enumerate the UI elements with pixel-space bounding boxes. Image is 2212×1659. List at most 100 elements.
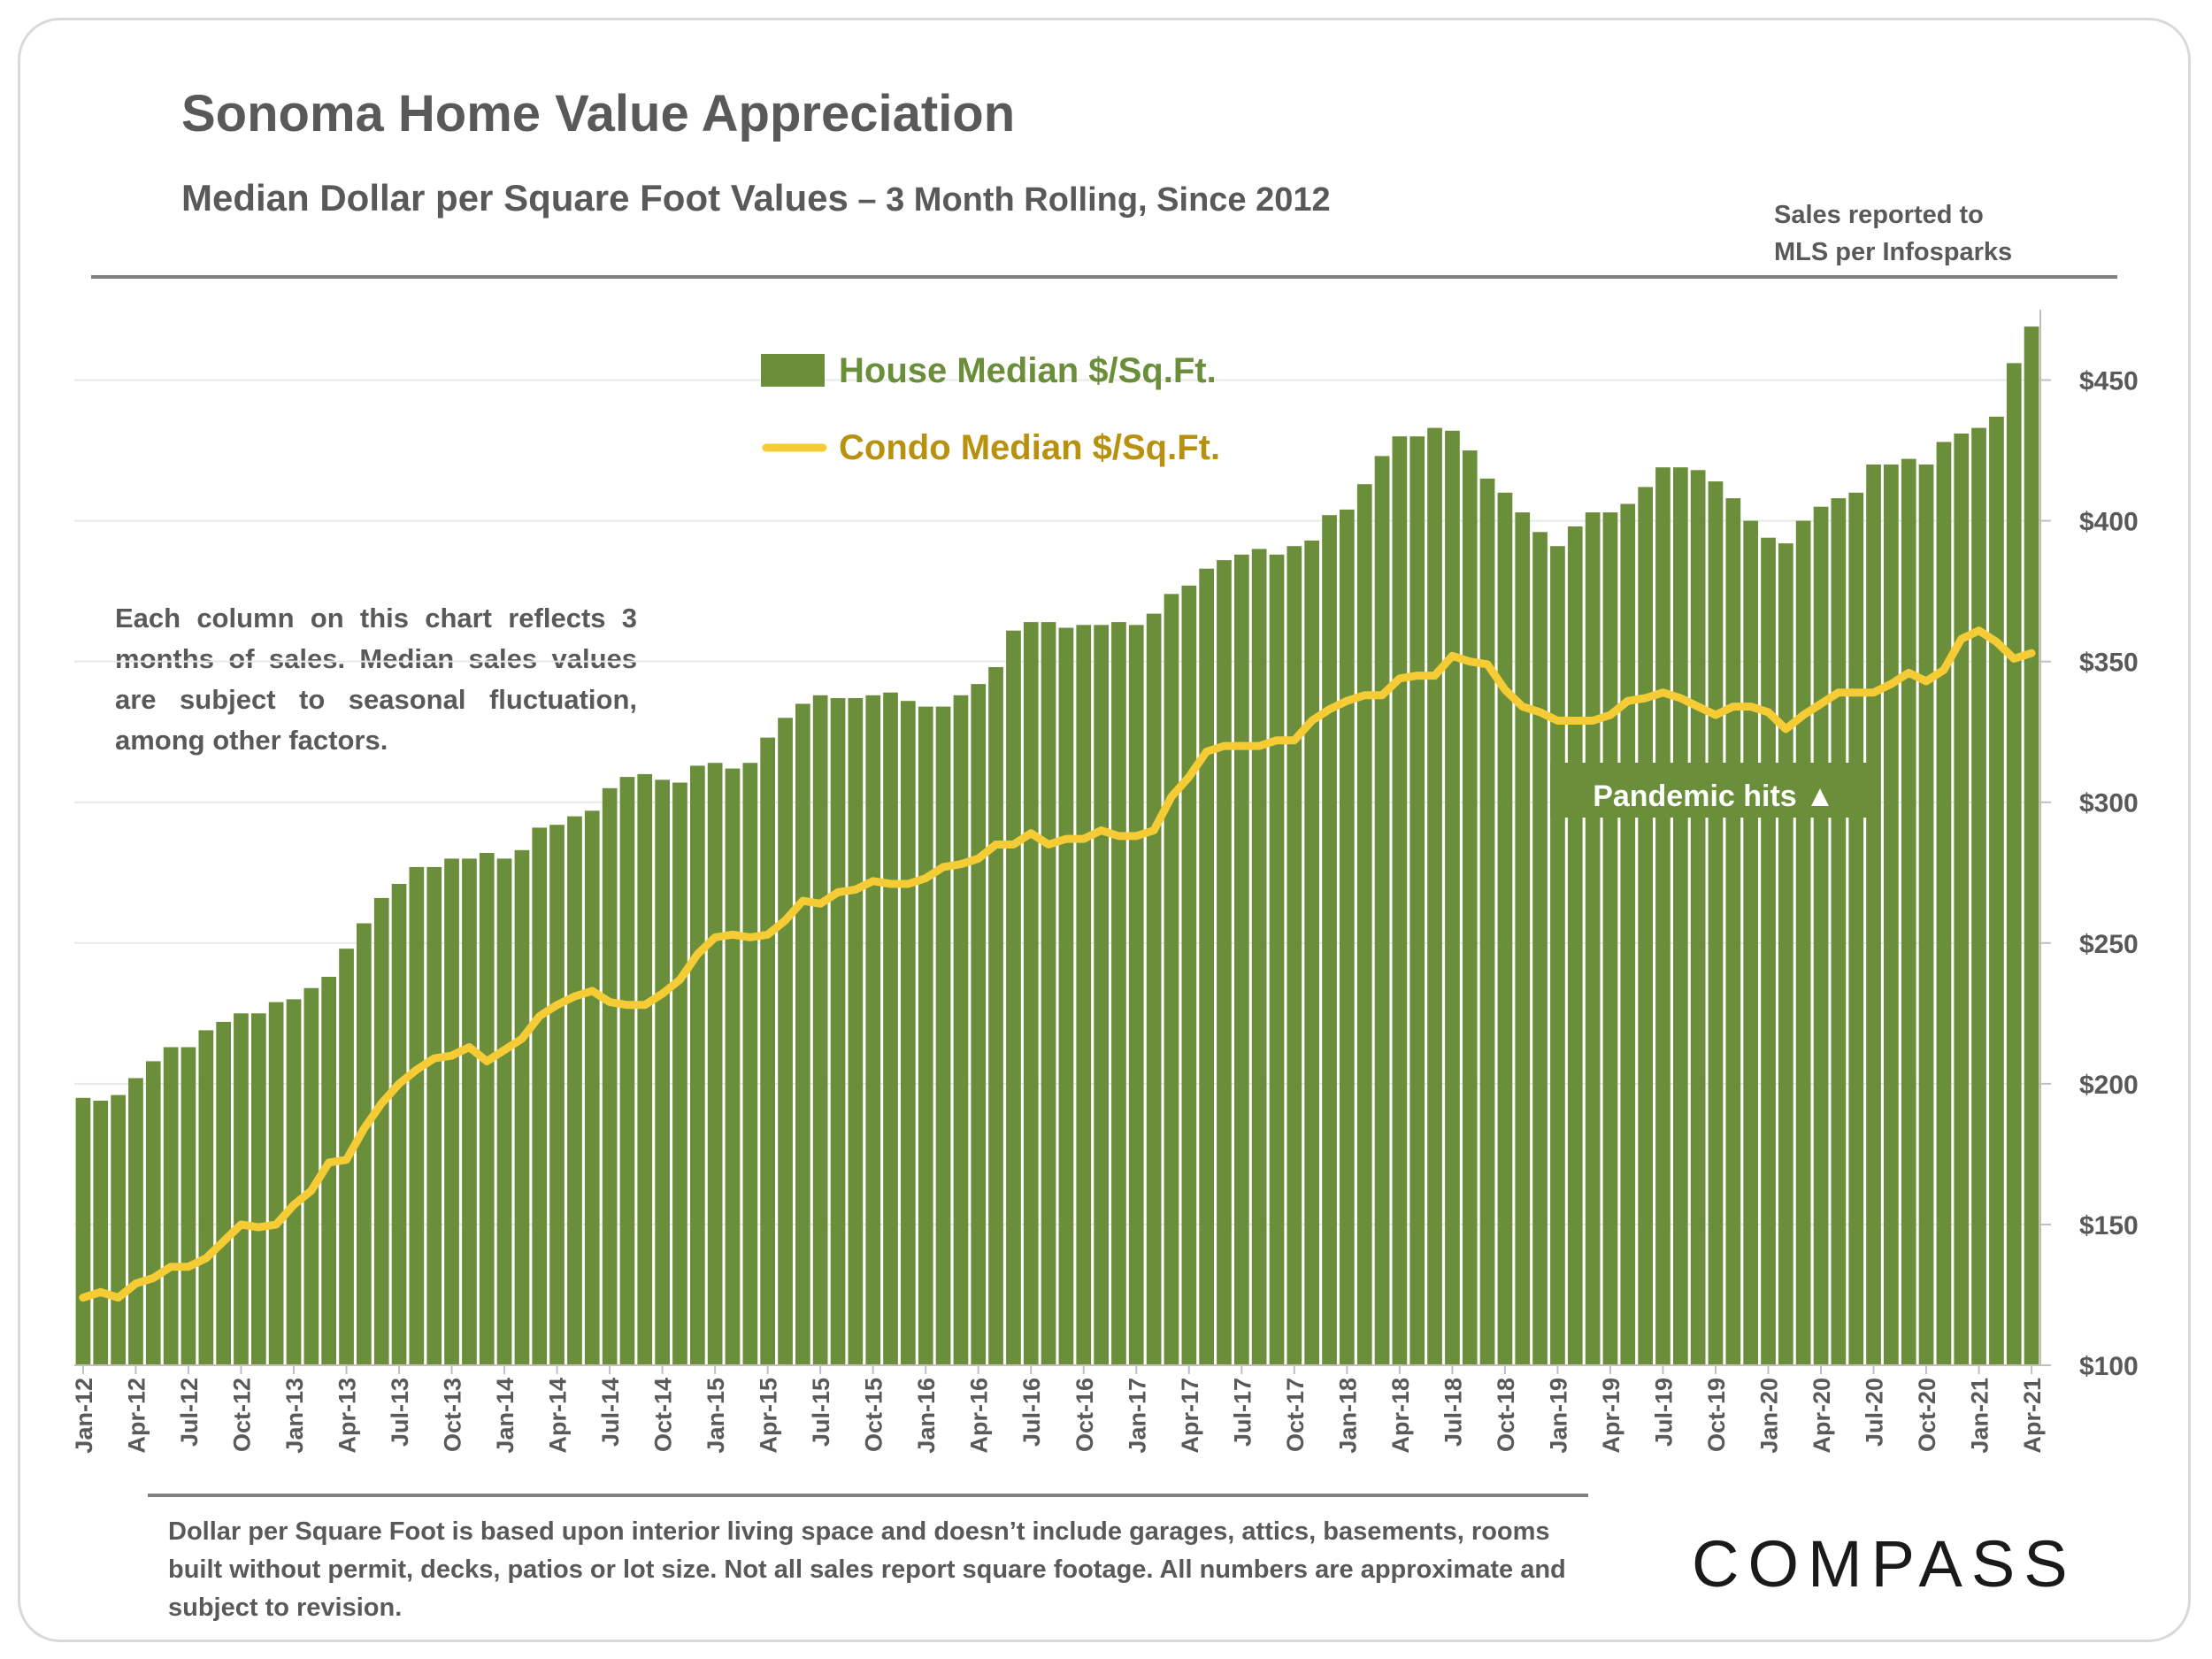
- house-bar: [1954, 434, 1970, 1365]
- annotation-background: [1550, 763, 1878, 818]
- house-bar: [234, 1013, 249, 1365]
- house-bar: [1602, 512, 1618, 1365]
- house-bar: [1340, 509, 1355, 1365]
- house-bar: [602, 787, 618, 1365]
- house-bar: [1532, 532, 1548, 1365]
- house-bar: [462, 858, 477, 1365]
- house-bar: [725, 768, 741, 1365]
- x-tick-label: Oct-18: [1493, 1378, 1519, 1452]
- house-bar: [1708, 481, 1724, 1365]
- y-tick-label: $200: [2079, 1071, 2139, 1100]
- house-bar: [321, 977, 336, 1365]
- legend-house-label: House Median $/Sq.Ft.: [839, 351, 1217, 390]
- x-tick-label: Jan-12: [71, 1378, 97, 1454]
- house-bar: [1374, 456, 1390, 1365]
- house-bar: [690, 765, 705, 1365]
- y-tick-label: $100: [2079, 1352, 2139, 1381]
- house-bar: [1690, 470, 1706, 1365]
- house-bar: [953, 695, 969, 1365]
- x-tick-label: Jan-20: [1755, 1378, 1782, 1454]
- x-tick-label: Jan-14: [492, 1378, 518, 1454]
- pandemic-annotation: Pandemic hits ▲: [1550, 763, 1878, 818]
- house-bar: [918, 706, 933, 1365]
- house-bar: [760, 737, 775, 1365]
- house-bar: [391, 884, 407, 1365]
- house-bar: [1971, 427, 1986, 1366]
- house-bar: [163, 1047, 179, 1365]
- x-tick-label: Jul-14: [597, 1378, 624, 1447]
- house-bar: [145, 1061, 161, 1365]
- house-bar: [1427, 427, 1442, 1366]
- house-bar: [111, 1094, 126, 1365]
- x-tick-label: Apr-20: [1809, 1378, 1835, 1454]
- x-tick-label: Jan-13: [281, 1378, 308, 1454]
- house-bar: [1128, 625, 1144, 1365]
- x-tick-label: Jan-19: [1545, 1378, 1571, 1454]
- legend-condo-label: Condo Median $/Sq.Ft.: [839, 428, 1220, 467]
- house-bar: [1901, 458, 1916, 1365]
- condo-series-line: [79, 626, 2036, 1302]
- house-bar: [1392, 436, 1408, 1366]
- house-bar: [1585, 512, 1601, 1365]
- house-bar: [286, 999, 302, 1365]
- house-bar: [1146, 613, 1162, 1365]
- house-bar: [128, 1078, 143, 1365]
- legend: House Median $/Sq.Ft. Condo Median $/Sq.…: [761, 351, 1220, 467]
- house-bar: [637, 773, 653, 1365]
- house-bar: [619, 777, 635, 1365]
- y-tick-label: $450: [2079, 367, 2139, 396]
- house-bar: [479, 853, 495, 1365]
- x-tick-label: Jul-12: [176, 1378, 203, 1447]
- house-bar: [1778, 543, 1793, 1365]
- annotation-text: Pandemic hits ▲: [1593, 780, 1835, 813]
- house-bar: [1479, 478, 1495, 1365]
- house-bar: [1234, 554, 1249, 1365]
- x-tick-label: Oct-12: [228, 1378, 255, 1452]
- house-bar: [1199, 568, 1214, 1365]
- house-bar: [795, 703, 810, 1365]
- house-bar: [883, 692, 898, 1365]
- house-bar: [1673, 467, 1688, 1365]
- house-bar: [1058, 627, 1074, 1365]
- x-tick-label: Oct-17: [1282, 1378, 1309, 1452]
- house-bar: [1918, 465, 1934, 1365]
- house-bar: [901, 701, 916, 1365]
- house-bar: [549, 825, 565, 1365]
- house-bar: [268, 1002, 284, 1365]
- house-bar: [426, 866, 442, 1365]
- house-bar: [672, 782, 687, 1365]
- house-bar: [1269, 554, 1285, 1365]
- chart-title: Sonoma Home Value Appreciation: [181, 85, 1016, 142]
- y-tick-label: $400: [2079, 508, 2139, 537]
- x-tick-label: Jul-20: [1862, 1378, 1888, 1447]
- house-bar: [1884, 465, 1899, 1365]
- legend-house-swatch: [761, 354, 825, 387]
- x-tick-label: Jul-17: [1229, 1378, 1256, 1447]
- house-bar: [2024, 326, 2039, 1366]
- x-tick-label: Jan-15: [703, 1378, 729, 1454]
- source-line-2: MLS per Infosparks: [1774, 238, 2013, 266]
- house-bar: [1795, 520, 1811, 1365]
- house-bar: [707, 763, 723, 1365]
- house-bar: [1094, 625, 1109, 1365]
- x-tick-label: Jul-15: [808, 1378, 834, 1447]
- house-bar: [742, 763, 758, 1365]
- x-tick-label: Jan-16: [913, 1378, 940, 1454]
- house-bar: [1006, 630, 1021, 1365]
- house-bar: [778, 718, 793, 1365]
- y-axis-ticks: $100 $150 $200 $250 $300 $350 $400 $450: [2040, 367, 2139, 1381]
- house-bar: [303, 987, 319, 1365]
- x-tick-label: Jul-16: [1018, 1378, 1045, 1447]
- house-bar: [1813, 506, 1829, 1365]
- footer-divider: [148, 1494, 1588, 1497]
- chart-area: $100 $150 $200 $250 $300 $350 $400 $450 Jan-12 A…: [71, 310, 2139, 1454]
- house-bar: [1217, 560, 1232, 1365]
- x-tick-label: Apr-12: [123, 1378, 150, 1454]
- house-bar: [444, 858, 459, 1365]
- house-bar: [1936, 442, 1952, 1365]
- footnote: Dollar per Square Foot is based upon int…: [168, 1517, 1566, 1622]
- house-bar: [1041, 622, 1056, 1365]
- house-bar: [532, 827, 548, 1365]
- house-bar: [1076, 625, 1092, 1365]
- house-bar: [496, 858, 512, 1365]
